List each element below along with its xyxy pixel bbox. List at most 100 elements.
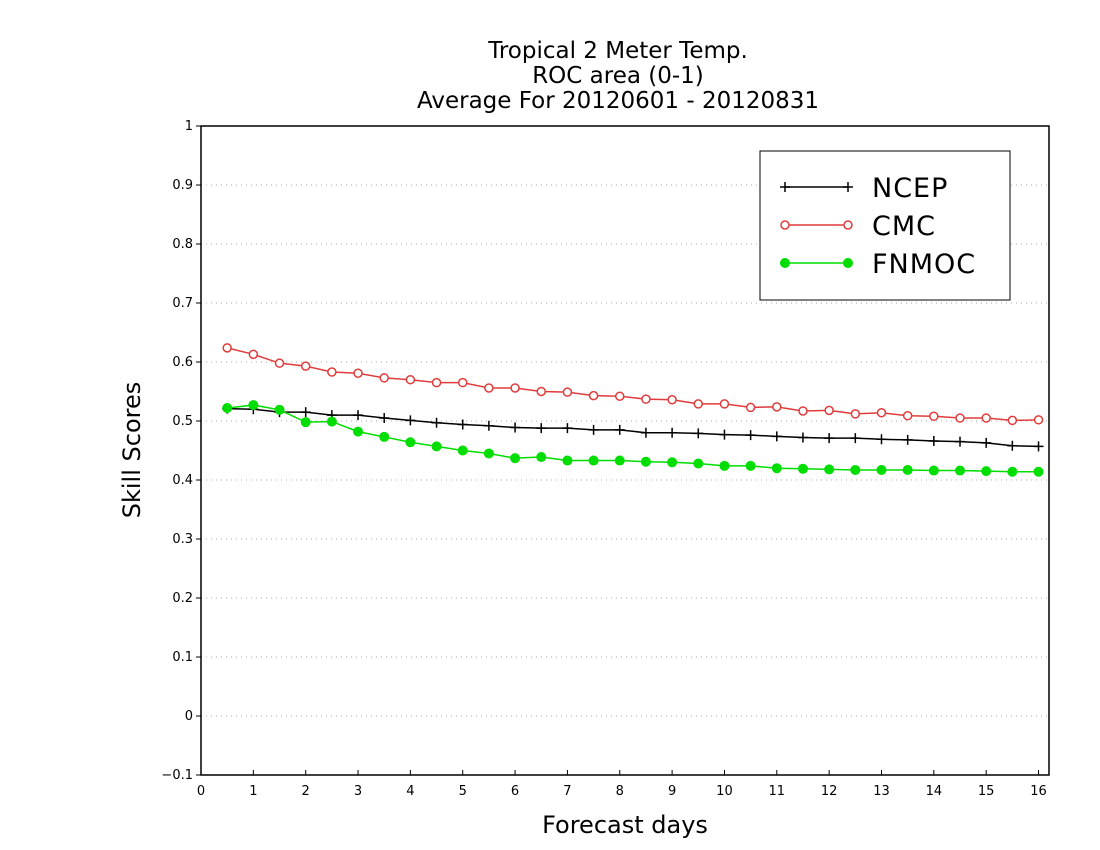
data-point-cmc (667, 395, 677, 405)
x-tick-label: 11 (769, 784, 786, 799)
data-point-fnmoc (797, 463, 808, 474)
data-point-cmc (536, 386, 546, 397)
data-point-fnmoc (693, 458, 704, 469)
series-fnmoc (222, 400, 1044, 477)
x-tick-label: 2 (302, 784, 310, 799)
y-tick-label: 0.7 (172, 296, 193, 311)
data-point-fnmoc (326, 416, 337, 427)
data-point-ncep (510, 422, 521, 433)
data-point-fnmoc (379, 431, 390, 442)
data-point-cmc (1033, 415, 1044, 425)
x-tick-label: 3 (354, 784, 362, 799)
x-tick-label: 7 (563, 784, 571, 799)
x-axis: 0 1 2 3 4 5 6 7 8 9 10 11 12 13 14 15 16 (197, 770, 1047, 799)
data-point-cmc (1007, 415, 1018, 426)
title-line-1: Tropical 2 Meter Temp. (487, 38, 748, 64)
data-point-cmc (379, 373, 389, 383)
legend-label-fnmoc: FNMOC (872, 249, 976, 280)
data-point-ncep (719, 429, 730, 440)
y-axis-label: Skill Scores (118, 382, 146, 519)
y-axis: −0.1 0 0.1 0.2 0.3 0.4 0.5 0.6 0.7 0.8 0.9 1 (161, 119, 201, 783)
data-point-fnmoc (536, 451, 547, 462)
x-tick-label: 6 (511, 784, 519, 799)
data-point-cmc (693, 399, 704, 409)
data-point-ncep (457, 419, 468, 430)
title-line-3: Average For 20120601 - 20120831 (417, 88, 819, 114)
data-point-ncep (981, 437, 992, 448)
data-point-cmc (745, 402, 756, 413)
data-point-cmc (641, 394, 651, 404)
data-point-fnmoc (876, 464, 887, 475)
data-point-fnmoc (1007, 466, 1018, 477)
data-point-cmc (981, 413, 991, 423)
data-point-cmc (484, 383, 494, 393)
y-tick-label: 0.2 (172, 591, 193, 606)
data-point-fnmoc (667, 457, 678, 468)
y-tick-label: 0.1 (172, 650, 193, 665)
x-tick-label: 0 (197, 784, 205, 799)
x-tick-label: 5 (459, 784, 467, 799)
data-point-ncep (405, 415, 416, 426)
data-point-fnmoc (431, 441, 442, 452)
data-point-fnmoc (457, 445, 468, 456)
x-tick-label: 12 (821, 784, 838, 799)
data-point-fnmoc (588, 455, 599, 466)
data-point-cmc (798, 406, 808, 416)
data-point-cmc (353, 368, 363, 378)
data-point-ncep (771, 431, 782, 442)
data-point-fnmoc (928, 465, 939, 476)
data-point-cmc (405, 374, 416, 385)
data-point-ncep (902, 434, 913, 445)
x-axis-label: Forecast days (542, 811, 708, 839)
series-line-cmc (226, 347, 1039, 422)
data-point-ncep (824, 433, 835, 444)
data-point-fnmoc (614, 455, 625, 466)
data-point-ncep (1033, 441, 1044, 452)
series-layer (222, 343, 1044, 477)
legend-item-cmc: CMC (780, 211, 935, 242)
data-point-fnmoc (300, 417, 311, 428)
legend: NCEP CMC FNMOC (759, 150, 1011, 301)
x-tick-label: 10 (716, 784, 733, 799)
legend-marker-cmc (780, 220, 790, 230)
legend-marker-ncep (843, 182, 853, 192)
data-point-cmc (824, 405, 834, 416)
data-point-fnmoc (274, 404, 285, 415)
y-tick-label: 0.4 (172, 473, 193, 488)
legend-marker-fnmoc (780, 258, 790, 268)
data-point-cmc (300, 361, 311, 371)
data-point-ncep (614, 424, 625, 435)
y-tick-label: 0.9 (172, 178, 193, 193)
data-point-fnmoc (353, 426, 364, 437)
data-point-fnmoc (405, 437, 416, 448)
data-point-cmc (327, 367, 337, 377)
data-point-cmc (902, 410, 913, 421)
data-point-fnmoc (1033, 466, 1044, 477)
data-point-cmc (772, 402, 782, 412)
data-point-cmc (457, 377, 468, 388)
data-point-cmc (955, 413, 965, 423)
x-tick-label: 16 (1030, 784, 1047, 799)
data-point-ncep (353, 410, 364, 421)
data-point-ncep (431, 417, 442, 428)
data-point-fnmoc (510, 453, 521, 464)
data-point-fnmoc (902, 464, 913, 475)
x-tick-label: 15 (978, 784, 995, 799)
series-cmc (222, 343, 1044, 426)
legend-item-ncep: NCEP (780, 173, 947, 204)
data-point-fnmoc (222, 403, 233, 414)
data-point-fnmoc (771, 463, 782, 474)
data-point-cmc (876, 407, 887, 418)
data-point-fnmoc (719, 460, 730, 471)
data-point-ncep (379, 413, 390, 424)
title-line-2: ROC area (0-1) (532, 63, 704, 89)
plot-frame (200, 125, 1050, 776)
data-point-ncep (588, 424, 599, 435)
y-tick-label: 0.5 (172, 414, 193, 429)
chart-title: Tropical 2 Meter Temp. ROC area (0-1) Av… (417, 38, 819, 114)
data-point-ncep (536, 423, 547, 434)
data-point-fnmoc (955, 465, 966, 476)
data-point-ncep (1007, 440, 1018, 451)
legend-marker-ncep (780, 182, 790, 192)
x-tick-label: 14 (926, 784, 943, 799)
